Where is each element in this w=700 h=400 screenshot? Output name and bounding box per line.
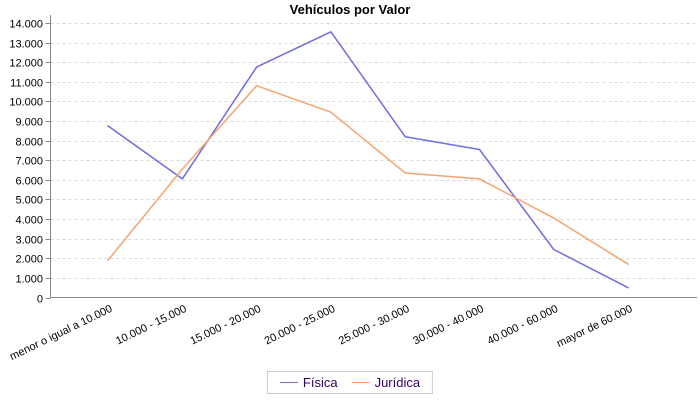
svg-text:0: 0 (37, 294, 43, 306)
svg-text:40.000 - 60.000: 40.000 - 60.000 (486, 303, 561, 348)
y-gridlines (50, 23, 697, 279)
svg-text:20.000 - 25.000: 20.000 - 25.000 (263, 303, 338, 348)
svg-text:12.000: 12.000 (9, 58, 43, 70)
series-line-juridica (107, 84, 629, 265)
line-chart: 0 1.000 2.000 3.000 4.000 5.000 6.000 7.000 8.00… (8, 15, 697, 363)
svg-text:menor o igual a 10.000: menor o igual a 10.000 (8, 303, 114, 363)
svg-text:15.000 - 20.000: 15.000 - 20.000 (188, 303, 263, 348)
x-axis-labels: menor o igual a 10.000 10.000 - 15.000 15.… (8, 303, 635, 363)
svg-text:5.000: 5.000 (15, 195, 43, 207)
svg-text:13.000: 13.000 (9, 39, 43, 51)
legend-item-fisica: Física (279, 375, 338, 390)
svg-text:1.000: 1.000 (15, 274, 43, 286)
svg-text:30.000 - 40.000: 30.000 - 40.000 (411, 303, 486, 348)
legend-label-juridica: Jurídica (374, 375, 421, 390)
svg-text:10.000 - 15.000: 10.000 - 15.000 (114, 303, 189, 348)
svg-text:3.000: 3.000 (15, 235, 43, 247)
svg-text:6.000: 6.000 (15, 176, 43, 188)
svg-text:7.000: 7.000 (15, 156, 43, 168)
juridica-line-swatch (351, 382, 370, 383)
svg-text:10.000: 10.000 (9, 97, 43, 109)
svg-text:11.000: 11.000 (10, 78, 43, 90)
legend-label-fisica: Física (302, 375, 338, 390)
axes (50, 15, 697, 298)
svg-text:8.000: 8.000 (15, 137, 43, 149)
svg-text:4.000: 4.000 (15, 215, 43, 227)
y-axis-labels: 0 1.000 2.000 3.000 4.000 5.000 6.000 7.000 8.00… (9, 19, 43, 306)
fisica-line-swatch (279, 382, 298, 383)
svg-text:mayor de 60.000: mayor de 60.000 (555, 303, 634, 350)
legend: Física Jurídica (266, 371, 434, 394)
svg-text:25.000 - 30.000: 25.000 - 30.000 (337, 303, 412, 348)
legend-item-juridica: Jurídica (351, 375, 421, 390)
svg-text:2.000: 2.000 (15, 254, 43, 266)
y-ticks (45, 23, 51, 299)
svg-text:9.000: 9.000 (15, 117, 43, 129)
svg-text:14.000: 14.000 (9, 19, 43, 31)
series-line-fisica (107, 31, 629, 289)
chart-title: Vehículos por Valor (289, 2, 411, 17)
